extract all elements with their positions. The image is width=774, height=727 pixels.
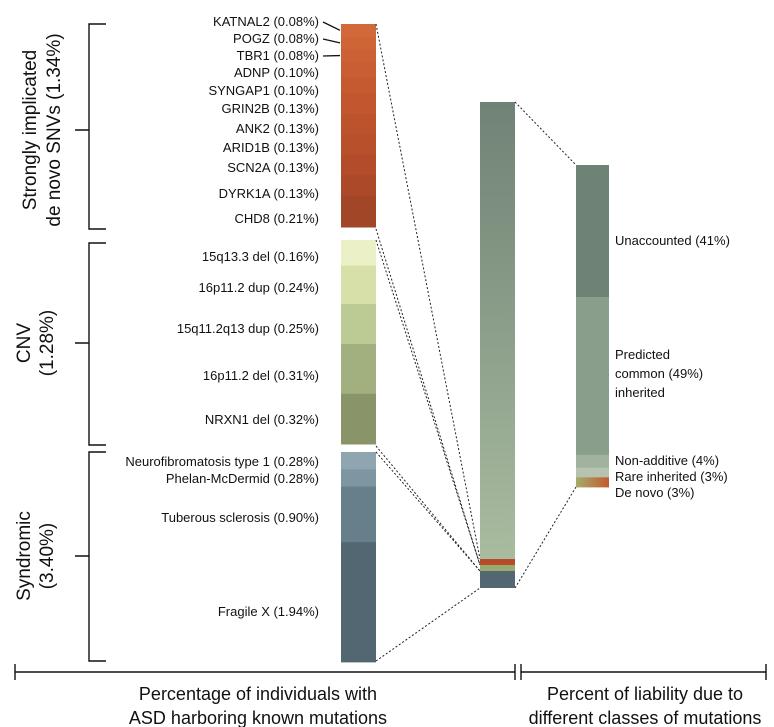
- bar-segment-phelan-mcdermid: [341, 469, 376, 487]
- connector-cnv-top: [375, 239, 481, 566]
- segment-label-15q11-2q13-dup: 15q11.2q13 dup (0.25%): [177, 321, 319, 336]
- liability-label-de-novo: De novo (3%): [615, 485, 694, 500]
- bar-segment-neurofibromatosis-type-1: [341, 452, 376, 470]
- middle-stacked-bar: [480, 102, 515, 588]
- liability-segment-de-novo: [576, 477, 609, 488]
- connector-syndromic-bottom: [375, 587, 481, 662]
- bar-segment-16p11-2-dup: [341, 265, 376, 305]
- left-segment-labels: KATNAL2 (0.08%) POGZ (0.08%) TBR1 (0.08%) A…: [125, 14, 341, 619]
- segment-label-fragile-x: Fragile X (1.94%): [218, 604, 319, 619]
- segment-label-chd8: CHD8 (0.21%): [234, 211, 319, 226]
- group-title-cnv-line-2: (1.28%): [37, 310, 58, 377]
- connector-snv-top: [375, 23, 481, 560]
- bar-segment-15q13-3-del: [341, 240, 376, 267]
- segment-label-16p11-2-del: 16p11.2 del (0.31%): [203, 368, 319, 383]
- bar-segment-dyrk1a: [341, 175, 376, 197]
- left-axis-title-line-1: Percentage of individuals with: [139, 684, 377, 704]
- segment-label-tbr1: TBR1 (0.08%): [237, 48, 319, 63]
- segment-label-arid1b: ARID1B (0.13%): [223, 140, 319, 155]
- group-brackets: Strongly implicated de novo SNVs (1.34%) C…: [14, 23, 106, 662]
- liability-label-unaccounted: Unaccounted (41%): [615, 233, 730, 248]
- segment-label-scn2a: SCN2A (0.13%): [227, 160, 319, 175]
- bracket-strongly-implicated: [75, 23, 106, 230]
- liability-segment-non-additive: [576, 454, 609, 469]
- liability-label-non-additive: Non-additive (4%): [615, 453, 719, 468]
- segment-label-16p11-2-dup: 16p11.2 dup (0.24%): [199, 280, 319, 295]
- middle-bar-cnv-segment: [480, 565, 515, 571]
- liability-segment-unaccounted: [576, 165, 609, 298]
- bar-segment-katnal2: [341, 24, 376, 38]
- segment-label-ank2: ANK2 (0.13%): [236, 121, 319, 136]
- group-title-strongly-implicated-line-1: Strongly implicated: [20, 50, 41, 211]
- right-segment-labels: Unaccounted (41%) Predicted common (49%) in…: [615, 233, 730, 500]
- segment-label-neurofibromatosis-type-1: Neurofibromatosis type 1 (0.28%): [125, 454, 319, 469]
- left-axis-title-line-2: ASD harboring known mutations: [129, 708, 387, 727]
- left-stacked-bar: [339, 24, 378, 663]
- bar-segment-pogz: [341, 36, 376, 50]
- right-stacked-bar: [576, 165, 609, 488]
- bottom-axes: Percentage of individuals with ASD harbo…: [14, 664, 767, 727]
- bar-segment-ank2: [341, 113, 376, 135]
- liability-segment-rare-inherited: [576, 467, 609, 478]
- segment-label-dyrk1a: DYRK1A (0.13%): [219, 186, 319, 201]
- middle-bar-syndromic-segment: [480, 571, 515, 588]
- bar-segment-syngap1: [341, 77, 376, 94]
- segment-label-pogz: POGZ (0.08%): [233, 31, 319, 46]
- segment-label-nrxn1-del: NRXN1 del (0.32%): [205, 412, 319, 427]
- bar-segment-scn2a: [341, 154, 376, 176]
- liability-label-predicted-common-line-1: Predicted: [615, 347, 670, 362]
- liability-segment-predicted-common: [576, 297, 609, 456]
- right-axis-title-line-1: Percent of liability due to: [547, 684, 743, 704]
- right-axis-title-line-2: different classes of mutations: [529, 708, 762, 727]
- bar-segment-grin2b: [341, 93, 376, 115]
- bar-segment-15q11-2q13-dup: [341, 304, 376, 345]
- bar-segment-tbr1: [341, 49, 376, 63]
- connector-syndromic-top: [375, 451, 481, 572]
- bracket-cnv: [75, 242, 106, 446]
- middle-bar-genetic-portion: [480, 102, 515, 559]
- middle-bar-snv-segment: [480, 559, 515, 565]
- connector-cnv-bottom: [375, 445, 481, 572]
- bracket-syndromic: [75, 451, 106, 662]
- liability-label-predicted-common-line-2: common (49%): [615, 366, 703, 381]
- bar-segment-arid1b: [341, 134, 376, 156]
- liability-label-predicted-common-line-3: inherited: [615, 385, 665, 400]
- connector-snv-bottom: [375, 228, 481, 566]
- bar-segment-16p11-2-del: [341, 344, 376, 395]
- group-title-cnv-line-1: CNV: [14, 323, 35, 363]
- leader-line-pogz: [322, 38, 341, 44]
- segment-label-syngap1: SYNGAP1 (0.10%): [208, 83, 319, 98]
- segment-label-katnal2: KATNAL2 (0.08%): [213, 14, 319, 29]
- bar-segment-fragile-x: [341, 542, 376, 663]
- bar-segment-adnp: [341, 61, 376, 79]
- segment-label-adnp: ADNP (0.10%): [234, 65, 319, 80]
- segment-label-grin2b: GRIN2B (0.13%): [221, 101, 319, 116]
- bar-segment-nrxn1-del: [341, 393, 376, 446]
- segment-label-phelan-mcdermid: Phelan-McDermid (0.28%): [166, 471, 319, 486]
- leader-line-katnal2: [322, 21, 341, 31]
- group-title-syndromic-line-2: (3.40%): [37, 523, 58, 590]
- liability-label-rare-inherited: Rare inherited (3%): [615, 469, 728, 484]
- bar-segment-chd8: [341, 195, 376, 230]
- connector-liability-top: [514, 101, 577, 166]
- connector-liability-bottom: [514, 486, 577, 589]
- segment-label-15q13-3-del: 15q13.3 del (0.16%): [202, 249, 319, 264]
- connector-lines: [375, 23, 577, 662]
- group-title-strongly-implicated-line-2: de novo SNVs (1.34%): [44, 33, 65, 226]
- bar-segment-tuberous-sclerosis: [341, 486, 376, 543]
- segment-label-tuberous-sclerosis: Tuberous sclerosis (0.90%): [161, 510, 319, 525]
- group-title-syndromic-line-1: Syndromic: [14, 511, 35, 601]
